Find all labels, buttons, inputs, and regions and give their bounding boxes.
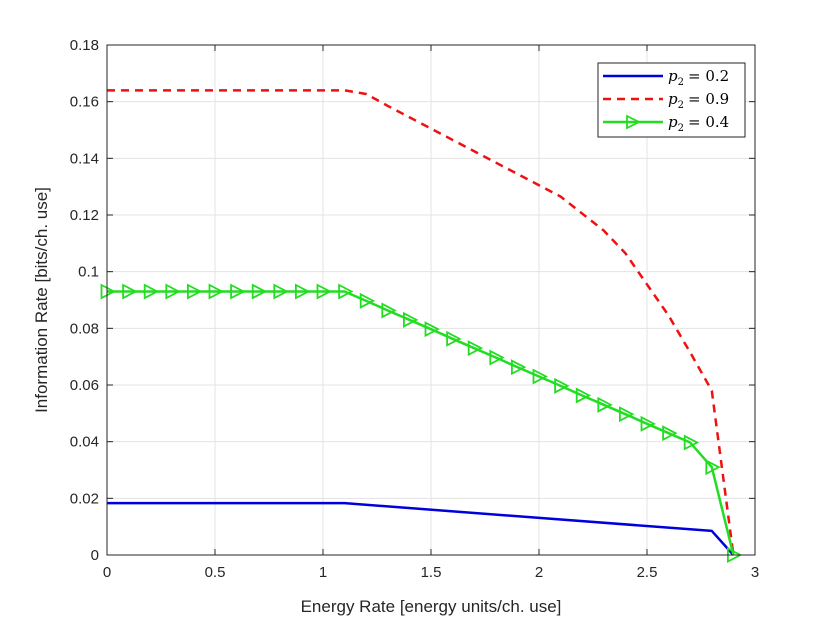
data-point-marker	[575, 387, 592, 404]
data-point-marker	[619, 406, 635, 423]
y-tick-label: 0.06	[70, 377, 99, 394]
legend-relation: = 0.9	[688, 90, 729, 108]
data-point-marker	[532, 368, 548, 385]
legend-subscript: 2	[678, 77, 684, 88]
legend-relation: = 0.4	[688, 113, 729, 131]
data-point-marker	[165, 283, 181, 300]
x-tick-label: 0.5	[205, 564, 226, 581]
axis-ticks: 0 0.5 1 1.5 2 2.5 3 0 0.02 0.04 0.06 0.08 0.1 0.12 0.1…	[70, 37, 759, 581]
data-point-marker	[122, 283, 138, 300]
data-point-marker	[381, 302, 397, 319]
legend-relation: = 0.2	[688, 67, 729, 85]
y-tick-label: 0.12	[70, 207, 99, 224]
x-tick-label: 3	[751, 564, 759, 581]
data-point-marker	[705, 459, 721, 476]
legend-symbol: p	[668, 90, 678, 108]
y-tick-label: 0.02	[70, 490, 99, 507]
y-tick-label: 0.04	[70, 434, 99, 451]
series-line-0	[107, 501, 735, 556]
legend-label-p2-0.4: p2 = 0.4	[668, 113, 729, 134]
x-axis-label: Energy Rate [energy units/ch. use]	[301, 597, 562, 616]
data-point-marker	[489, 349, 505, 366]
data-point-marker	[251, 283, 268, 300]
legend-marker-triangle-icon	[626, 114, 642, 130]
data-point-marker	[402, 311, 419, 328]
y-axis-label: Information Rate [bits/ch. use]	[32, 187, 51, 413]
data-point-marker	[186, 283, 203, 300]
legend-subscript: 2	[678, 123, 684, 134]
series-layer	[100, 89, 743, 563]
y-tick-label: 0.18	[70, 37, 99, 54]
y-tick-label: 0.14	[70, 150, 99, 167]
data-point-marker	[510, 359, 527, 376]
data-point-marker	[338, 283, 354, 300]
y-tick-label: 0.08	[70, 320, 99, 337]
x-tick-label: 2	[535, 564, 543, 581]
x-tick-label: 1	[319, 564, 327, 581]
data-point-marker	[640, 415, 656, 432]
data-point-marker	[316, 283, 332, 300]
data-point-marker	[294, 283, 311, 300]
series-line-1	[107, 89, 735, 556]
data-point-marker	[273, 283, 289, 300]
x-tick-label: 1.5	[421, 564, 442, 581]
data-point-marker	[100, 283, 116, 300]
y-tick-label: 0.1	[78, 264, 99, 281]
x-tick-label: 0	[103, 564, 111, 581]
y-tick-label: 0	[91, 547, 99, 564]
legend-label-p2-0.2: p2 = 0.2	[668, 67, 729, 88]
data-point-marker	[554, 377, 570, 394]
data-point-marker	[467, 340, 484, 357]
data-point-marker	[424, 321, 440, 338]
legend-symbol: p	[668, 113, 678, 131]
x-tick-label: 2.5	[637, 564, 658, 581]
data-point-marker	[208, 283, 224, 300]
data-point-marker	[446, 330, 462, 347]
data-point-marker	[359, 292, 376, 309]
data-point-marker	[683, 434, 700, 451]
legend: p2 = 0.2 p2 = 0.9 p2 = 0.4	[597, 62, 746, 138]
data-point-marker	[230, 283, 246, 300]
legend-subscript: 2	[678, 100, 684, 111]
data-point-marker	[662, 425, 678, 442]
legend-label-p2-0.9: p2 = 0.9	[668, 90, 729, 111]
data-point-marker	[597, 396, 613, 413]
legend-symbol: p	[668, 67, 678, 85]
data-point-marker	[143, 283, 160, 300]
y-tick-label: 0.16	[70, 94, 99, 111]
